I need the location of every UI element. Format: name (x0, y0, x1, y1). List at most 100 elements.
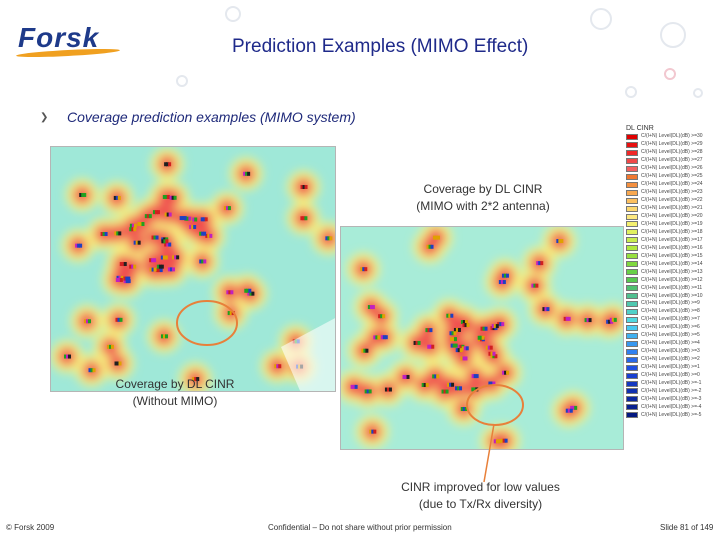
site-marker (492, 351, 496, 356)
legend-label: C/(I+N) Level(DL)(dB) >=17 (641, 236, 703, 243)
caption-mimo: Coverage by DL CINR (MIMO with 2*2 anten… (398, 181, 568, 215)
site-marker (570, 405, 574, 410)
site-marker (567, 316, 571, 321)
site-marker (203, 231, 207, 236)
legend-swatch (626, 348, 638, 355)
site-marker (560, 239, 564, 244)
site-marker (490, 381, 494, 386)
site-marker (451, 382, 455, 387)
bullet-text: Coverage prediction examples (MIMO syste… (67, 109, 356, 125)
site-marker (421, 382, 425, 387)
site-marker (129, 264, 133, 269)
site-marker (161, 239, 165, 244)
site-marker (149, 267, 153, 272)
legend-label: C/(I+N) Level(DL)(dB) >=10 (641, 292, 703, 299)
site-marker (503, 273, 507, 278)
site-marker (482, 326, 486, 331)
site-marker (173, 195, 177, 200)
legend-label: C/(I+N) Level(DL)(dB) >=3 (641, 348, 700, 355)
site-marker (129, 223, 133, 228)
site-marker (137, 222, 141, 227)
legend-swatch (626, 340, 638, 347)
caption-cinr-improved: CINR improved for low values (due to Tx/… (378, 479, 583, 513)
site-marker (368, 389, 372, 394)
site-marker (473, 374, 477, 379)
site-marker (131, 264, 135, 269)
site-marker (485, 345, 489, 350)
caption-improve-line2: (due to Tx/Rx diversity) (418, 497, 543, 511)
site-marker (445, 389, 449, 394)
site-marker (536, 261, 540, 266)
site-marker (490, 354, 494, 359)
site-marker (460, 407, 464, 412)
legend-label: C/(I+N) Level(DL)(dB) >=26 (641, 165, 703, 172)
site-marker (371, 305, 375, 310)
site-marker (127, 279, 131, 284)
legend-item: C/(I+N) Level(DL)(dB) >=2 (626, 356, 718, 364)
site-marker (129, 227, 133, 232)
site-marker (202, 217, 206, 222)
site-marker (162, 194, 166, 199)
site-marker (166, 242, 170, 247)
site-marker (453, 327, 457, 332)
site-marker (352, 384, 356, 389)
footer-slide-number: Slide 81 of 149 (660, 523, 714, 532)
site-marker (480, 326, 484, 331)
site-marker (366, 389, 370, 394)
site-marker (133, 264, 137, 269)
site-marker (535, 283, 539, 288)
site-marker (133, 223, 137, 228)
legend-item: C/(I+N) Level(DL)(dB) >=9 (626, 300, 718, 308)
site-marker (115, 277, 119, 282)
legend-item: C/(I+N) Level(DL)(dB) >=7 (626, 316, 718, 324)
site-marker (79, 192, 83, 197)
site-marker (153, 258, 157, 263)
site-marker (127, 276, 131, 281)
site-marker (115, 195, 119, 200)
site-marker (164, 334, 168, 339)
site-marker (139, 222, 143, 227)
caption-mimo-line1: Coverage by DL CINR (423, 182, 543, 196)
site-marker (544, 307, 548, 312)
site-marker (499, 322, 503, 327)
site-marker (119, 317, 123, 322)
site-marker (120, 275, 124, 280)
site-marker (157, 268, 161, 273)
site-marker (153, 235, 157, 240)
site-marker (156, 210, 160, 215)
site-marker (248, 288, 252, 293)
legend-label: C/(I+N) Level(DL)(dB) >=20 (641, 213, 703, 219)
site-marker (117, 277, 121, 282)
legend-item: C/(I+N) Level(DL)(dB) >=19 (626, 220, 718, 228)
legend-swatch (626, 181, 638, 188)
legend-item: C/(I+N) Level(DL)(dB) >=20 (626, 213, 718, 221)
legend-swatch (626, 293, 638, 300)
site-marker (81, 192, 85, 197)
coverage-map-without-mimo (50, 146, 336, 392)
site-marker (201, 231, 205, 236)
site-marker (371, 429, 375, 434)
site-marker (300, 185, 304, 190)
site-marker (479, 335, 483, 340)
legend-label: C/(I+N) Level(DL)(dB) >=4 (641, 340, 700, 347)
site-marker (327, 236, 331, 241)
coverage-map-without-mimo-graphic (51, 147, 335, 391)
site-marker (457, 344, 461, 349)
site-marker (441, 389, 445, 394)
site-marker (160, 255, 164, 260)
site-marker (377, 335, 381, 340)
site-marker (491, 324, 495, 329)
site-marker (364, 389, 368, 394)
legend-item: C/(I+N) Level(DL)(dB) >=15 (626, 252, 718, 260)
site-marker (247, 291, 251, 296)
site-marker (123, 262, 127, 267)
site-marker (167, 267, 171, 272)
site-marker (500, 280, 504, 285)
site-marker (108, 344, 112, 349)
site-marker (448, 313, 452, 318)
site-marker (609, 317, 613, 322)
site-marker (172, 255, 176, 260)
legend-label: C/(I+N) Level(DL)(dB) >=-4 (641, 403, 702, 410)
site-marker (194, 217, 198, 222)
legend-label: C/(I+N) Level(DL)(dB) >=-1 (641, 380, 702, 387)
